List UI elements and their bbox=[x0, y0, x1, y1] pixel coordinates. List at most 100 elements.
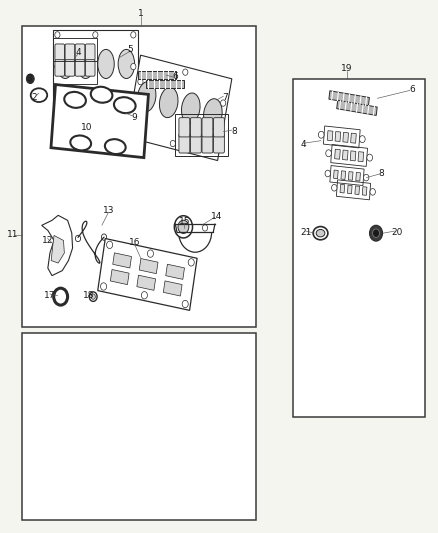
Polygon shape bbox=[356, 172, 360, 181]
Text: 4: 4 bbox=[301, 140, 307, 149]
Circle shape bbox=[131, 63, 136, 70]
FancyBboxPatch shape bbox=[85, 60, 95, 76]
Circle shape bbox=[93, 95, 98, 101]
Polygon shape bbox=[42, 215, 73, 276]
Text: 12: 12 bbox=[42, 236, 53, 245]
Polygon shape bbox=[334, 170, 338, 179]
FancyBboxPatch shape bbox=[65, 60, 75, 76]
Ellipse shape bbox=[174, 216, 193, 238]
Ellipse shape bbox=[91, 87, 113, 103]
Bar bbox=[21, 26, 256, 327]
Polygon shape bbox=[351, 133, 356, 143]
Polygon shape bbox=[146, 80, 184, 88]
Ellipse shape bbox=[370, 225, 382, 241]
Polygon shape bbox=[166, 264, 184, 279]
Text: 6: 6 bbox=[173, 71, 179, 80]
Circle shape bbox=[131, 115, 137, 121]
Ellipse shape bbox=[138, 82, 156, 112]
Polygon shape bbox=[343, 132, 349, 142]
Circle shape bbox=[141, 292, 148, 299]
Circle shape bbox=[75, 235, 81, 241]
Circle shape bbox=[55, 31, 60, 38]
Text: 14: 14 bbox=[211, 212, 223, 221]
Circle shape bbox=[55, 95, 60, 101]
Circle shape bbox=[332, 184, 337, 191]
Polygon shape bbox=[335, 149, 340, 159]
Circle shape bbox=[170, 140, 176, 147]
Circle shape bbox=[131, 31, 136, 38]
Text: 1: 1 bbox=[138, 9, 144, 18]
Bar bbox=[21, 333, 256, 520]
Circle shape bbox=[102, 234, 106, 240]
Polygon shape bbox=[53, 30, 138, 103]
FancyBboxPatch shape bbox=[55, 44, 64, 60]
Ellipse shape bbox=[313, 227, 328, 240]
Polygon shape bbox=[327, 131, 333, 141]
Circle shape bbox=[138, 78, 143, 85]
Text: 3: 3 bbox=[26, 74, 32, 83]
Text: 16: 16 bbox=[129, 238, 140, 247]
Polygon shape bbox=[51, 85, 148, 158]
Text: 20: 20 bbox=[391, 228, 403, 237]
Circle shape bbox=[326, 150, 332, 157]
Polygon shape bbox=[126, 55, 232, 160]
Circle shape bbox=[188, 259, 194, 266]
Ellipse shape bbox=[118, 50, 134, 78]
Polygon shape bbox=[355, 186, 360, 195]
Circle shape bbox=[183, 225, 188, 231]
Polygon shape bbox=[347, 185, 352, 194]
Ellipse shape bbox=[204, 99, 222, 129]
Ellipse shape bbox=[91, 294, 95, 300]
Polygon shape bbox=[341, 171, 346, 180]
Circle shape bbox=[101, 283, 106, 290]
Polygon shape bbox=[110, 270, 129, 285]
FancyBboxPatch shape bbox=[85, 44, 95, 60]
Circle shape bbox=[182, 300, 188, 308]
Ellipse shape bbox=[54, 288, 67, 305]
Circle shape bbox=[364, 174, 369, 181]
Polygon shape bbox=[350, 151, 356, 161]
FancyBboxPatch shape bbox=[202, 118, 213, 137]
Ellipse shape bbox=[71, 135, 91, 150]
Polygon shape bbox=[358, 152, 364, 161]
Bar bbox=[293, 79, 425, 417]
Text: 2: 2 bbox=[32, 93, 37, 102]
Ellipse shape bbox=[114, 97, 136, 113]
Text: 6: 6 bbox=[409, 85, 415, 94]
Text: 18: 18 bbox=[83, 291, 95, 300]
FancyBboxPatch shape bbox=[214, 134, 224, 153]
Ellipse shape bbox=[159, 87, 178, 118]
Text: 7: 7 bbox=[223, 93, 228, 102]
Ellipse shape bbox=[105, 139, 126, 154]
Circle shape bbox=[370, 189, 375, 195]
Polygon shape bbox=[113, 253, 131, 268]
Text: 10: 10 bbox=[81, 123, 92, 132]
Text: 11: 11 bbox=[7, 230, 19, 239]
Circle shape bbox=[221, 100, 226, 106]
Circle shape bbox=[325, 170, 331, 177]
Ellipse shape bbox=[57, 50, 74, 78]
Text: 4: 4 bbox=[75, 48, 81, 57]
Polygon shape bbox=[139, 259, 158, 273]
Polygon shape bbox=[138, 71, 177, 79]
FancyBboxPatch shape bbox=[75, 44, 85, 60]
Ellipse shape bbox=[98, 50, 114, 78]
Text: 13: 13 bbox=[102, 206, 114, 215]
Ellipse shape bbox=[89, 292, 97, 301]
FancyBboxPatch shape bbox=[191, 134, 201, 153]
FancyBboxPatch shape bbox=[65, 44, 75, 60]
FancyBboxPatch shape bbox=[191, 118, 201, 137]
Ellipse shape bbox=[64, 92, 86, 108]
Ellipse shape bbox=[178, 220, 189, 233]
Ellipse shape bbox=[316, 230, 325, 237]
Text: 8: 8 bbox=[379, 169, 385, 179]
Text: 19: 19 bbox=[341, 63, 353, 72]
Circle shape bbox=[318, 131, 324, 138]
FancyBboxPatch shape bbox=[214, 118, 224, 137]
FancyBboxPatch shape bbox=[202, 134, 213, 153]
FancyBboxPatch shape bbox=[55, 60, 64, 76]
Polygon shape bbox=[163, 281, 182, 296]
Text: 15: 15 bbox=[179, 217, 190, 226]
Polygon shape bbox=[51, 236, 64, 263]
Circle shape bbox=[93, 31, 98, 38]
